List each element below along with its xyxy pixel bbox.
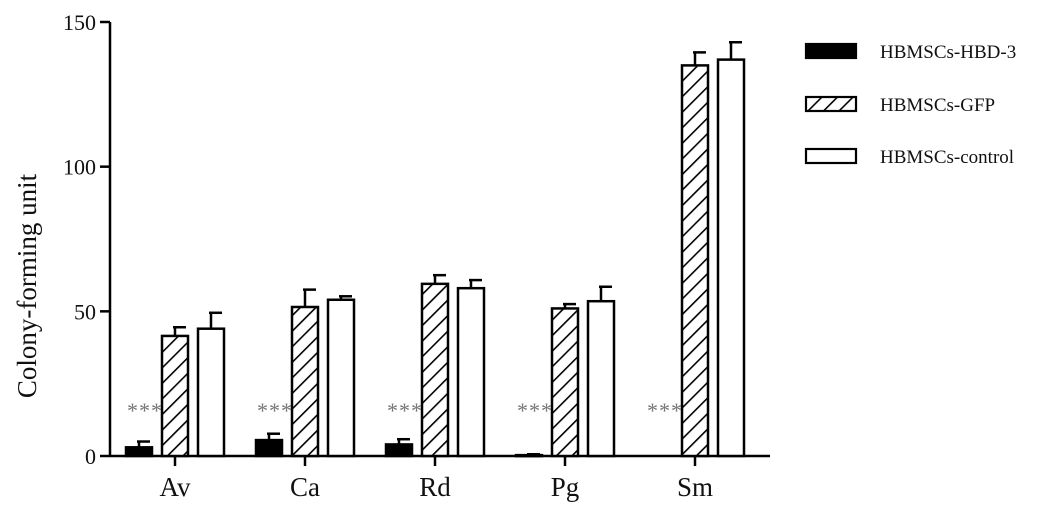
x-tick-label: Av: [160, 472, 191, 502]
bar-hbmscs-control-pg: [586, 299, 616, 458]
x-ticks: Av Ca Rd Pg Sm: [160, 456, 713, 502]
bar-hbmscs-hbd-3-av: [124, 446, 154, 458]
significance-marker: ***: [517, 398, 553, 423]
y-tick-label: 100: [63, 155, 96, 180]
x-tick-label: Pg: [551, 472, 580, 502]
legend-label: HBMSCs-control: [880, 147, 1014, 168]
bar-hbmscs-gfp-pg: [550, 307, 580, 458]
bar-hbmscs-control-rd: [456, 286, 486, 458]
y-tick-label: 150: [63, 10, 96, 35]
legend-swatch-hbmscs-control: [804, 147, 858, 165]
legend-swatch-hbmscs-gfp: [804, 95, 858, 113]
bar-hbmscs-hbd-3-ca: [254, 438, 284, 458]
x-tick-label: Ca: [290, 472, 320, 502]
significance-marker: ***: [257, 398, 293, 423]
bar-hbmscs-control-sm: [716, 58, 746, 458]
legend-label: HBMSCs-HBD-3: [880, 42, 1016, 63]
legend: HBMSCs-HBD-3 HBMSCs-GFP HBMSCs-control: [804, 42, 1016, 168]
bar-hbmscs-gfp-ca: [290, 305, 320, 458]
bar-hbmscs-control-ca: [326, 298, 356, 458]
bar-hbmscs-gfp-sm: [680, 64, 710, 458]
legend-swatch-hbmscs-hbd-3: [804, 42, 858, 60]
legend-label: HBMSCs-GFP: [880, 95, 995, 116]
x-tick-label: Rd: [419, 472, 451, 502]
significance-marker: ***: [127, 398, 163, 423]
significance-annotations: *** *** *** *** ***: [127, 398, 683, 423]
x-tick-label: Sm: [677, 472, 713, 502]
y-axis-title: Colony-forming unit: [12, 173, 42, 398]
bar-hbmscs-hbd-3-rd: [384, 443, 414, 458]
bar-hbmscs-control-av: [196, 327, 226, 458]
bars: [124, 41, 746, 458]
bar-hbmscs-gfp-av: [160, 334, 190, 458]
y-tick-label: 50: [74, 299, 96, 324]
significance-marker: ***: [647, 398, 683, 423]
significance-marker: ***: [387, 398, 423, 423]
y-tick-label: 0: [85, 444, 96, 469]
bar-hbmscs-gfp-rd: [420, 282, 450, 458]
y-ticks: 0 50 100 150: [63, 10, 110, 469]
